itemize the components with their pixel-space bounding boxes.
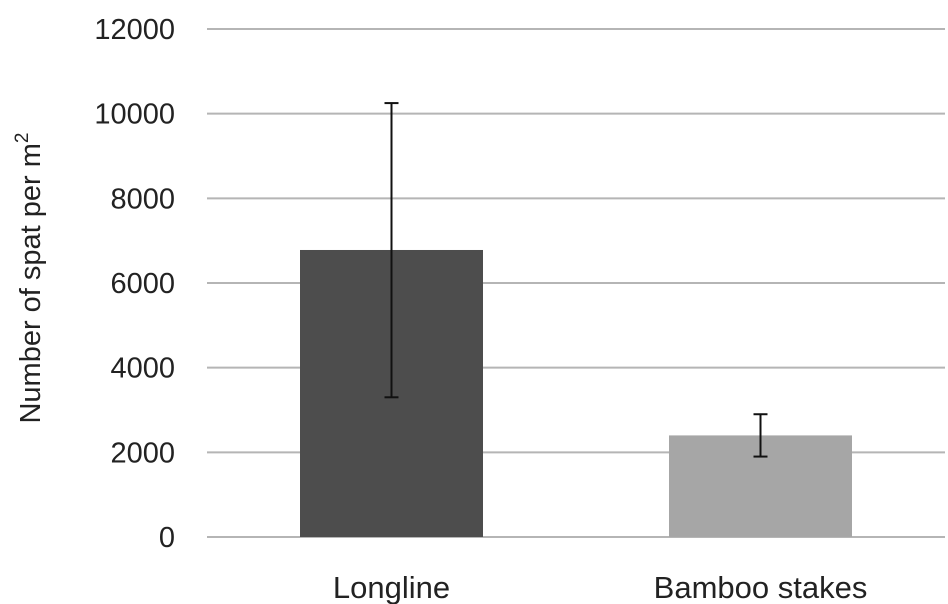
y-tick-label-4000: 4000: [110, 353, 175, 385]
y-tick-label-6000: 6000: [110, 268, 175, 300]
y-tick-label-2000: 2000: [110, 437, 175, 469]
error-bar-longline: [384, 102, 399, 399]
y-tick-label-8000: 8000: [110, 183, 175, 215]
bars: [300, 249, 852, 538]
x-category-label-bamboo-stakes: Bamboo stakes: [654, 570, 868, 604]
x-category-label-longline: Longline: [333, 570, 450, 604]
error-bars: [384, 102, 768, 458]
x-axis-categories: Longline Bamboo stakes: [333, 570, 867, 604]
y-axis-ticks: 0 2000 4000 6000 8000 10000 12000: [94, 14, 175, 554]
y-tick-label-10000: 10000: [94, 99, 175, 131]
y-axis-title: Number of spat per m2: [12, 132, 47, 423]
error-bar-bamboo-stakes: [753, 413, 768, 458]
y-tick-label-12000: 12000: [94, 14, 175, 46]
y-tick-label-0: 0: [159, 522, 175, 554]
